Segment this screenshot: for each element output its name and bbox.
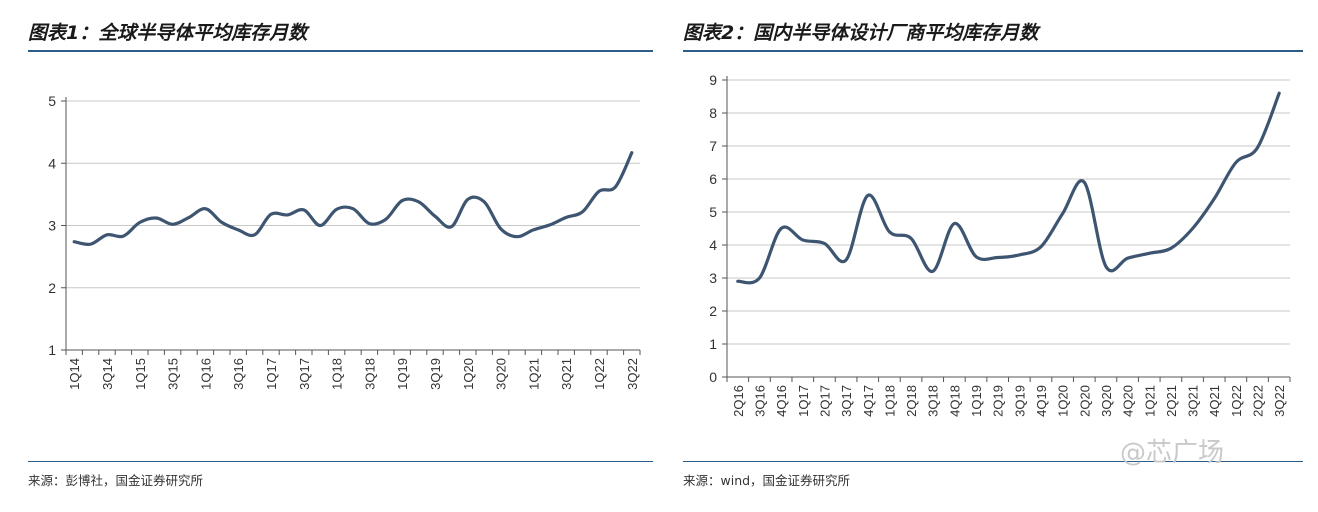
chart1-xtick-label: 3Q14 [100, 358, 115, 390]
chart1-xtick-label: 1Q15 [133, 358, 148, 390]
watermark-logo: @芯广场 [1120, 438, 1225, 468]
chart1-xtick-label: 1Q22 [592, 358, 607, 390]
chart1-bottom-rule [28, 461, 653, 462]
chart2-source: 来源：wind，国金证券研究所 [683, 473, 851, 488]
chart2-bottom-rule [683, 461, 1303, 462]
chart1-ytick-label: 2 [48, 280, 56, 296]
chart2-title: 图表2：国内半导体设计厂商平均库存月数 [683, 22, 1039, 44]
chart1-title: 图表1：全球半导体平均库存月数 [28, 22, 308, 44]
chart1-xtick-label: 1Q19 [395, 358, 410, 390]
chart1-top-rule [28, 50, 653, 52]
chart1-ytick-label: 4 [48, 155, 56, 171]
chart1-xtick-label: 1Q16 [198, 358, 213, 390]
chart1-ytick-label: 5 [48, 93, 56, 109]
chart1-xtick-label: 3Q21 [559, 358, 574, 390]
chart1-series-line [72, 151, 634, 247]
chart1-xtick-label: 1Q14 [67, 358, 82, 390]
chart2-top-rule [683, 50, 1303, 52]
chart1-xtick-label: 3Q16 [231, 358, 246, 390]
chart1-xtick-label: 3Q22 [625, 358, 640, 390]
chart1-xtick-label: 3Q20 [494, 358, 509, 390]
chart1-xtick-label: 1Q17 [264, 358, 279, 390]
chart1-xtick-label: 3Q19 [428, 358, 443, 390]
chart1-xtick-label: 1Q18 [330, 358, 345, 390]
chart1-xtick-label: 3Q17 [297, 358, 312, 390]
chart1-xtick-label: 3Q18 [362, 358, 377, 390]
chart1-ytick-label: 3 [48, 218, 56, 234]
chart1-ytick-label: 1 [48, 342, 56, 358]
chart1-xtick-label: 3Q15 [166, 358, 181, 390]
chart1-xtick-label: 1Q21 [526, 358, 541, 390]
chart1-xtick-label: 1Q20 [461, 358, 476, 390]
chart1-source: 来源：彭博社，国金证券研究所 [28, 473, 204, 488]
